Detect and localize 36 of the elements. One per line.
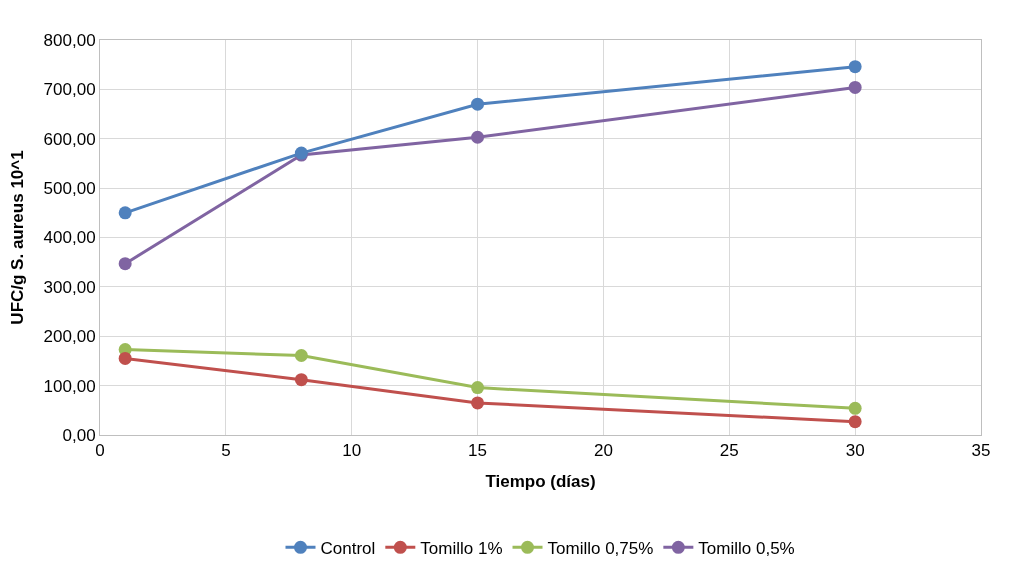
x-tick-label: 10 (342, 441, 362, 461)
x-tick-label: 15 (468, 441, 488, 461)
point (471, 97, 485, 111)
x-tick-label: 20 (593, 441, 613, 461)
y-tick-label: 600,00 (43, 129, 96, 149)
x-axis-title: Tiempo (días) (485, 471, 596, 491)
point (471, 396, 485, 410)
point (471, 381, 485, 395)
x-tick-label: 5 (221, 441, 231, 461)
x-tick-label: 0 (95, 441, 105, 461)
x-tick-label: 30 (845, 441, 865, 461)
y-tick-label: 0,00 (62, 425, 96, 445)
point (118, 257, 132, 271)
y-tick-label: 200,00 (43, 327, 96, 347)
y-tick-label: 700,00 (43, 80, 96, 100)
x-tick-label: 35 (971, 441, 991, 461)
x-tick-label: 25 (719, 441, 739, 461)
y-axis-title: UFC/g S. aureus 10^1 (8, 150, 28, 325)
y-tick-label: 500,00 (43, 179, 96, 199)
legend-label: Control (320, 538, 376, 558)
legend-label: Tomillo 0,5% (698, 538, 795, 558)
point (848, 415, 862, 429)
y-tick-label: 400,00 (43, 228, 96, 248)
point (118, 351, 132, 365)
y-tick-label: 300,00 (43, 277, 96, 297)
y-tick-label: 100,00 (43, 376, 96, 396)
point (294, 373, 308, 387)
point (848, 80, 862, 94)
point (118, 206, 132, 220)
point (294, 349, 308, 362)
point (848, 60, 862, 74)
y-tick-label: 800,00 (43, 30, 96, 50)
point (848, 401, 862, 415)
point (471, 130, 485, 144)
legend-label: Tomillo 1% (420, 538, 503, 558)
legend-label: Tomillo 0,75% (547, 538, 654, 558)
